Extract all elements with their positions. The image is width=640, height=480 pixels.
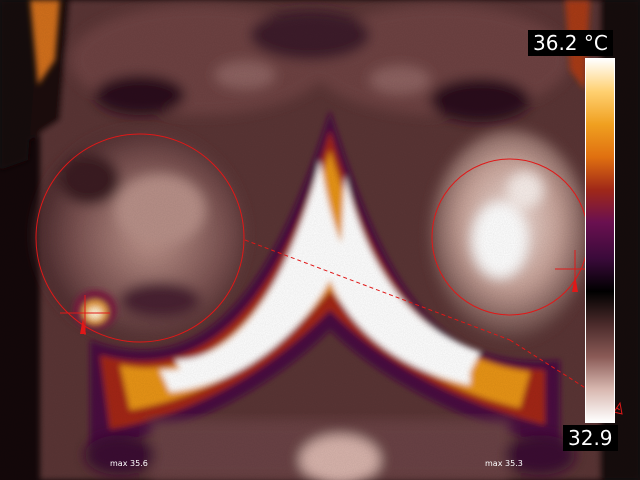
hotspot-marker-right xyxy=(555,250,590,292)
hotspot-marker-left xyxy=(60,295,110,335)
roi-circle-left xyxy=(35,133,245,343)
roi-right-max-label: max 35.3 xyxy=(485,459,523,468)
scale-min-label: 32.9 xyxy=(563,425,618,451)
scale-max-label: 36.2 °C xyxy=(528,30,613,56)
color-scale-bar xyxy=(585,58,615,423)
roi-left-max-label: max 35.6 xyxy=(110,459,148,468)
